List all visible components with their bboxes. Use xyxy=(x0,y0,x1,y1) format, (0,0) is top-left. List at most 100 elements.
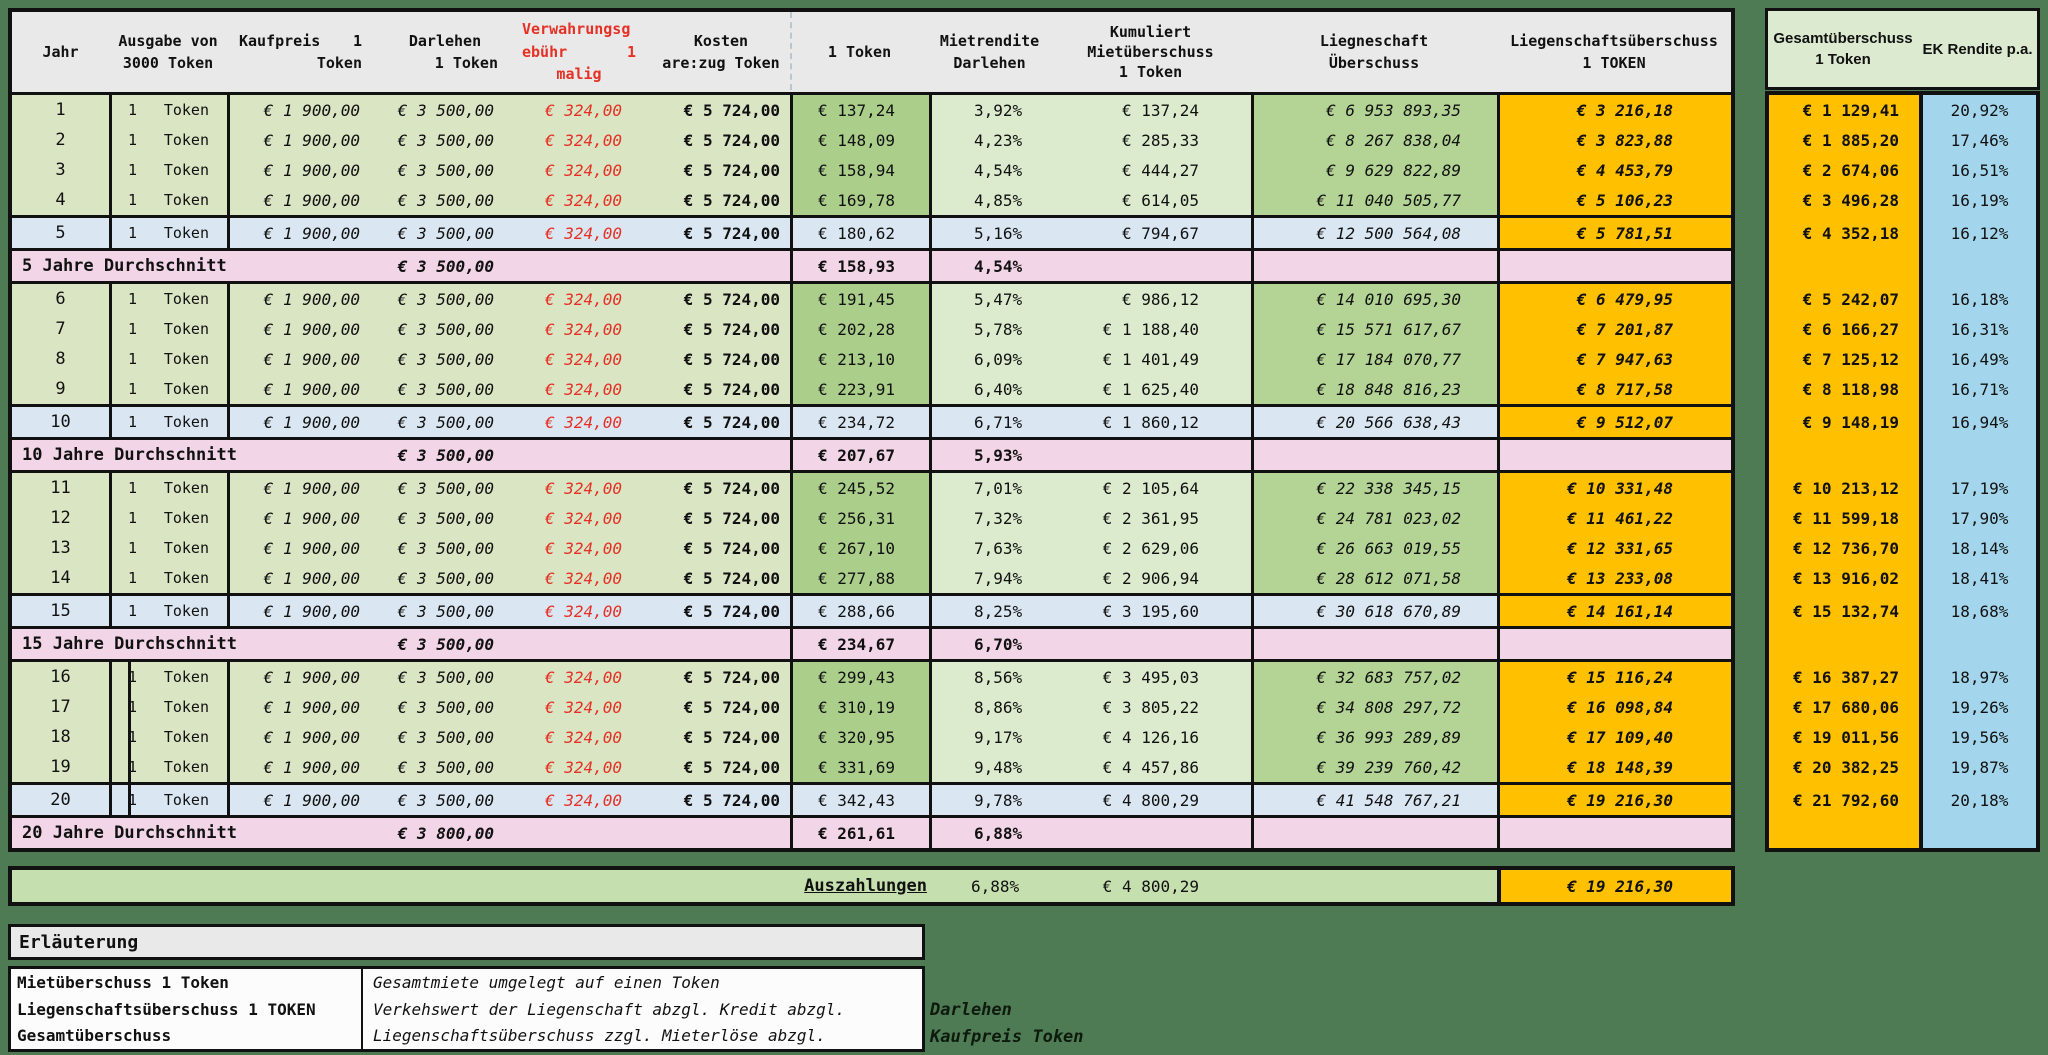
cell-ausgabe: 1 Token xyxy=(109,344,227,374)
cell-rendite: 8,56% xyxy=(929,662,1050,692)
cell-token: € 256,31 xyxy=(790,503,929,533)
cell-ek-rendite: 17,90% xyxy=(1950,508,2009,528)
header-rendite: Mietrendite Darlehen xyxy=(939,31,1040,73)
cell-token: € 310,19 xyxy=(790,692,929,722)
cell-kosten: € 5 724,00 xyxy=(652,662,790,692)
cell-gesamtueberschuss: € 13 916,02 xyxy=(1793,568,1899,588)
cell-jahr: 20 xyxy=(12,785,109,815)
year-row-9: 9 1 Token € 1 900,00 € 3 500,00 € 324,00 € 5 7… xyxy=(12,374,1731,404)
cell-ausgabe: 1 Token xyxy=(109,662,227,692)
cell-verwahrung: € 324,00 xyxy=(514,344,652,374)
cell-gesamtueberschuss: € 12 736,70 xyxy=(1793,538,1899,558)
cell-ek-rendite: 16,12% xyxy=(1950,223,2009,243)
year-row-19: 19 1 Token € 1 900,00 € 3 500,00 € 324,00 € 5 … xyxy=(12,752,1731,782)
year-row-7: 7 1 Token € 1 900,00 € 3 500,00 € 324,00 € 5 7… xyxy=(12,314,1731,344)
cell-verwahrung: € 324,00 xyxy=(514,314,652,344)
cell-gesamtueberschuss: € 16 387,27 xyxy=(1793,667,1899,687)
legend-term: Liegenschaftsüberschuss 1 TOKEN xyxy=(11,995,363,1023)
avg-darlehen: € 3 500,00 xyxy=(397,634,494,654)
cell-liegneschaft: € 34 808 297,72 xyxy=(1251,692,1497,722)
header-liegneschaft: Liegneschaft Überschuss xyxy=(1319,31,1429,73)
cell-verwahrung: € 324,00 xyxy=(514,185,652,215)
cell-jahr: 4 xyxy=(12,185,109,215)
avg-empty xyxy=(1497,440,1731,470)
cell-gesamtueberschuss: € 20 382,25 xyxy=(1793,757,1899,777)
year-row-10: 10 1 Token € 1 900,00 € 3 500,00 € 324,00 € 5 … xyxy=(12,407,1731,437)
avg-token: € 158,93 xyxy=(790,251,929,281)
cell-token: € 245,52 xyxy=(790,473,929,503)
cell-gesamtueberschuss: € 9 148,19 xyxy=(1802,412,1899,432)
cell-jahr: 11 xyxy=(12,473,109,503)
cell-ek-rendite: 20,18% xyxy=(1950,790,2009,810)
cell-ausgabe: 1 Token xyxy=(109,284,227,314)
cell-verwahrung: € 324,00 xyxy=(514,284,652,314)
cell-liegneschaft: € 17 184 070,77 xyxy=(1251,344,1497,374)
cell-rendite: 8,86% xyxy=(929,692,1050,722)
cell-gesamtueberschuss: € 7 125,12 xyxy=(1802,349,1899,369)
cell-kosten: € 5 724,00 xyxy=(652,125,790,155)
cell-darlehen: € 3 500,00 xyxy=(376,596,514,626)
payout-spacer-2 xyxy=(1251,870,1497,902)
right-block-header: Gesamtüberschuss 1 Token EK Rendite p.a. xyxy=(1765,8,2040,90)
cell-liegueb: € 5 106,23 xyxy=(1497,185,1731,215)
cell-token: € 158,94 xyxy=(790,155,929,185)
cell-verwahrung: € 324,00 xyxy=(514,785,652,815)
cell-liegneschaft: € 15 571 617,67 xyxy=(1251,314,1497,344)
cell-kumuliert: € 3 195,60 xyxy=(1050,596,1251,626)
cell-token: € 137,24 xyxy=(790,95,929,125)
cell-gesamtueberschuss: € 5 242,07 xyxy=(1802,289,1899,309)
cell-ausgabe: 1 Token xyxy=(109,218,227,248)
cell-kosten: € 5 724,00 xyxy=(652,344,790,374)
cell-kumuliert: € 2 629,06 xyxy=(1050,533,1251,563)
cell-verwahrung: € 324,00 xyxy=(514,752,652,782)
cell-darlehen: € 3 500,00 xyxy=(376,218,514,248)
cell-jahr: 17 xyxy=(12,692,109,722)
cell-kumuliert: € 285,33 xyxy=(1050,125,1251,155)
cell-ek-rendite: 18,14% xyxy=(1950,538,2009,558)
cell-gesamtueberschuss: € 10 213,12 xyxy=(1793,478,1899,498)
cell-kosten: € 5 724,00 xyxy=(652,692,790,722)
year-row-18: 18 1 Token € 1 900,00 € 3 500,00 € 324,00 € 5 … xyxy=(12,722,1731,752)
cell-liegueb: € 3 823,88 xyxy=(1497,125,1731,155)
cell-kumuliert: € 614,05 xyxy=(1050,185,1251,215)
cell-kumuliert: € 3 805,22 xyxy=(1050,692,1251,722)
right-row-8: € 7 125,12 16,49% xyxy=(1769,344,2036,374)
avg-empty xyxy=(1251,440,1497,470)
year-row-1: 1 1 Token € 1 900,00 € 3 500,00 € 324,00 € 5 7… xyxy=(12,95,1731,125)
header-jahr: Jahr xyxy=(42,42,79,61)
cell-ausgabe: 1 Token xyxy=(109,692,227,722)
cell-ek-rendite: 18,68% xyxy=(1950,601,2009,621)
legend-term: Gesamtüberschuss xyxy=(11,1022,363,1050)
cell-verwahrung: € 324,00 xyxy=(514,125,652,155)
legend-overflow-kaufpreis: Kaufpreis Token xyxy=(930,1026,1084,1047)
cell-jahr: 15 xyxy=(12,596,109,626)
avg-empty xyxy=(1497,818,1731,848)
cell-ek-rendite: 20,92% xyxy=(1950,100,2009,120)
cell-token: € 267,10 xyxy=(790,533,929,563)
right-row-17: € 17 680,06 19,26% xyxy=(1769,692,2036,722)
avg-empty xyxy=(1251,251,1497,281)
cell-kosten: € 5 724,00 xyxy=(652,218,790,248)
cell-liegueb: € 12 331,65 xyxy=(1497,533,1731,563)
cell-kaufpreis: € 1 900,00 xyxy=(227,185,376,215)
avg-token: € 207,67 xyxy=(790,440,929,470)
cell-kumuliert: € 2 105,64 xyxy=(1050,473,1251,503)
cell-liegneschaft: € 11 040 505,77 xyxy=(1251,185,1497,215)
cell-rendite: 5,47% xyxy=(929,284,1050,314)
cell-gesamtueberschuss: € 19 011,56 xyxy=(1793,727,1899,747)
year-row-4: 4 1 Token € 1 900,00 € 3 500,00 € 324,00 € 5 7… xyxy=(12,185,1731,215)
right-row-10: € 9 148,19 16,94% xyxy=(1769,407,2036,437)
cell-darlehen: € 3 500,00 xyxy=(376,284,514,314)
cell-liegueb: € 9 512,07 xyxy=(1497,407,1731,437)
cell-ek-rendite: 19,56% xyxy=(1950,727,2009,747)
cell-kosten: € 5 724,00 xyxy=(652,374,790,404)
cell-rendite: 7,94% xyxy=(929,563,1050,593)
cell-darlehen: € 3 500,00 xyxy=(376,95,514,125)
cell-darlehen: € 3 500,00 xyxy=(376,155,514,185)
legend-table: Mietüberschuss 1 Token Gesamtmiete umgel… xyxy=(8,966,925,1052)
cell-gesamtueberschuss: € 11 599,18 xyxy=(1793,508,1899,528)
cell-kaufpreis: € 1 900,00 xyxy=(227,284,376,314)
payout-spacer xyxy=(12,870,790,902)
cell-gesamtueberschuss: € 6 166,27 xyxy=(1802,319,1899,339)
avg-darlehen: € 3 500,00 xyxy=(397,256,494,276)
